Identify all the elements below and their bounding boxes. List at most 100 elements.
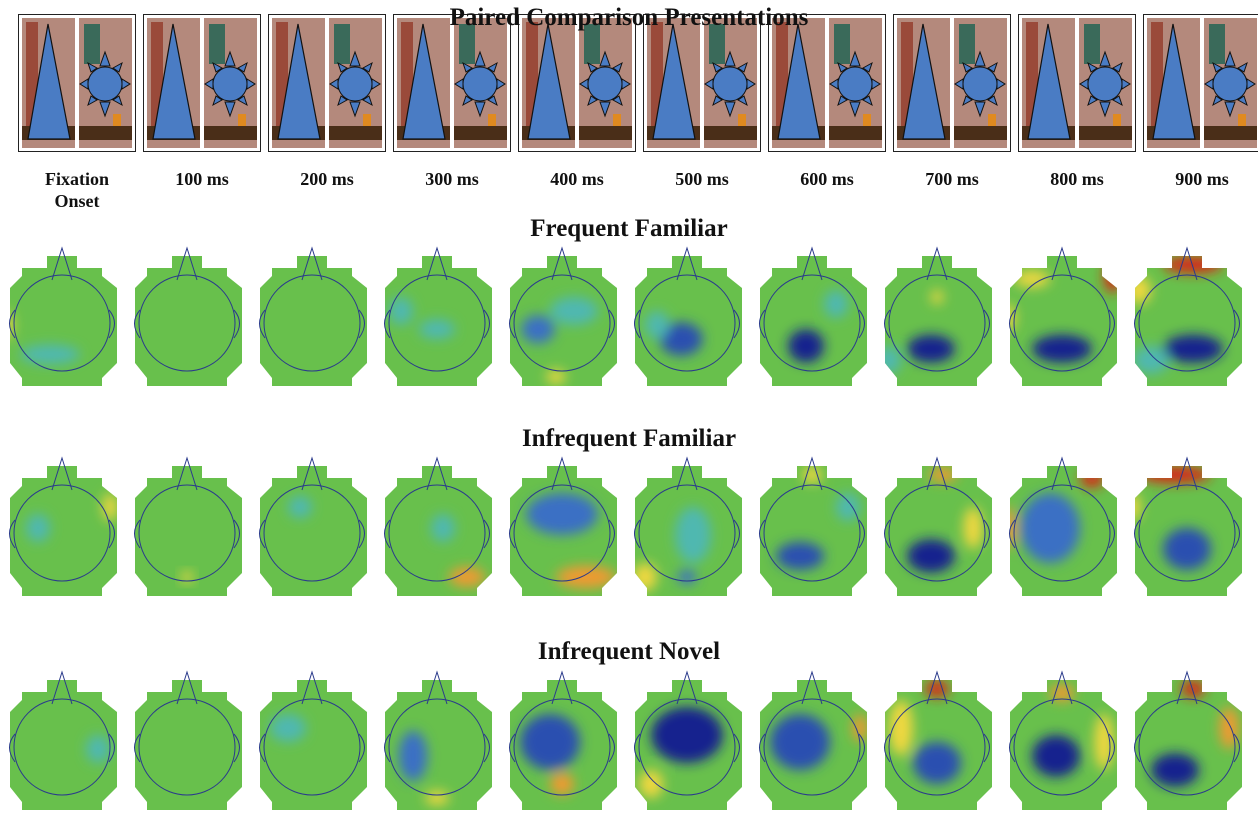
- topomap-blobs: [270, 714, 306, 742]
- topomap-blobs: [86, 735, 110, 763]
- topomap-fill: [635, 680, 742, 810]
- topomap-fill: [385, 680, 492, 810]
- nose: [1176, 670, 1198, 705]
- nose: [801, 456, 823, 491]
- topomap: [884, 456, 992, 596]
- activity-blob: [1010, 304, 1016, 332]
- head-outline: [13, 484, 111, 582]
- ear-left: [1134, 519, 1141, 549]
- topomap-fill: [1135, 680, 1242, 810]
- nose: [426, 456, 448, 491]
- head-outline: [138, 274, 236, 372]
- topomap: [384, 670, 492, 810]
- head-outline: [513, 274, 611, 372]
- figure-title: Paired Comparison Presentations: [449, 4, 809, 31]
- head-outline: [388, 484, 486, 582]
- ear-right: [858, 733, 865, 763]
- ear-left: [384, 309, 391, 339]
- topomap-blobs: [526, 493, 616, 589]
- nose: [51, 246, 73, 281]
- topomap: [1009, 670, 1117, 810]
- topomap: [884, 246, 992, 386]
- topomap-fill: [760, 680, 867, 810]
- stimulus-thumbnail: [769, 15, 886, 152]
- topomap-background: [635, 256, 742, 386]
- topomap-background: [885, 256, 992, 386]
- topomap-background: [260, 466, 367, 596]
- activity-blob: [802, 466, 822, 484]
- topomap-blobs: [889, 680, 961, 784]
- nose: [1176, 246, 1198, 281]
- ear-left: [384, 519, 391, 549]
- activity-blob: [102, 493, 117, 521]
- nose: [926, 456, 948, 491]
- topomap: [134, 456, 242, 596]
- activity-blob: [1020, 493, 1080, 563]
- topomap: [259, 246, 367, 386]
- activity-blob: [1032, 735, 1080, 777]
- ear-right: [1108, 309, 1115, 339]
- ear-right: [233, 519, 240, 549]
- ear-left: [634, 519, 641, 549]
- topomap: [634, 456, 742, 596]
- ear-left: [134, 309, 141, 339]
- time-label: 900 ms: [1175, 169, 1229, 189]
- activity-blob: [907, 539, 955, 573]
- nose: [551, 456, 573, 491]
- ear-left: [634, 733, 641, 763]
- ear-right: [358, 733, 365, 763]
- activity-blob: [20, 344, 80, 365]
- topomap-fill: [135, 256, 242, 386]
- topomap-fill: [10, 466, 117, 596]
- time-label: 200 ms: [300, 169, 354, 189]
- topomap: [1134, 246, 1242, 386]
- head-outline: [1138, 484, 1236, 582]
- topomap-fill: [10, 680, 117, 810]
- activity-blob: [1139, 466, 1211, 484]
- ear-right: [858, 519, 865, 549]
- activity-blob: [1163, 528, 1211, 570]
- activity-blob: [270, 714, 306, 742]
- topomap-background: [10, 256, 117, 386]
- topomap-blobs: [770, 714, 867, 770]
- activity-blob: [398, 730, 428, 782]
- activity-blob: [1181, 680, 1205, 698]
- activity-blob: [1163, 334, 1223, 363]
- ear-right: [1233, 309, 1240, 339]
- activity-blob: [925, 680, 949, 698]
- ear-left: [1009, 733, 1016, 763]
- topomap-background: [1010, 256, 1117, 386]
- activity-blob: [550, 297, 598, 325]
- head-outline: [763, 698, 861, 796]
- topomap-background: [135, 680, 242, 810]
- topomap-fill: [1010, 466, 1117, 596]
- ear-left: [134, 519, 141, 549]
- activity-blob: [824, 290, 848, 318]
- topomap-fill: [135, 680, 242, 810]
- stimulus-thumbnail: [644, 15, 761, 152]
- activity-blob: [770, 714, 830, 770]
- activity-blob: [1032, 334, 1092, 363]
- stimulus-thumbnail: [269, 15, 386, 152]
- head-outline: [888, 274, 986, 372]
- activity-blob: [1050, 684, 1074, 702]
- head-outline: [638, 698, 736, 796]
- activity-blob: [1163, 256, 1223, 274]
- ear-right: [1108, 519, 1115, 549]
- activity-blob: [550, 772, 574, 796]
- topomap-background: [760, 256, 867, 386]
- activity-blob: [546, 369, 566, 384]
- head-outline: [138, 698, 236, 796]
- activity-blob: [963, 507, 983, 549]
- topomap-background: [10, 466, 117, 596]
- head-outline: [513, 698, 611, 796]
- topomap-background: [260, 256, 367, 386]
- topomap: [1009, 246, 1117, 386]
- activity-blob: [928, 467, 958, 482]
- head-outline: [263, 698, 361, 796]
- topomap-blobs: [1151, 680, 1239, 787]
- topomap: [759, 456, 867, 596]
- topomap-fill: [510, 256, 617, 386]
- activity-blob: [1219, 707, 1239, 749]
